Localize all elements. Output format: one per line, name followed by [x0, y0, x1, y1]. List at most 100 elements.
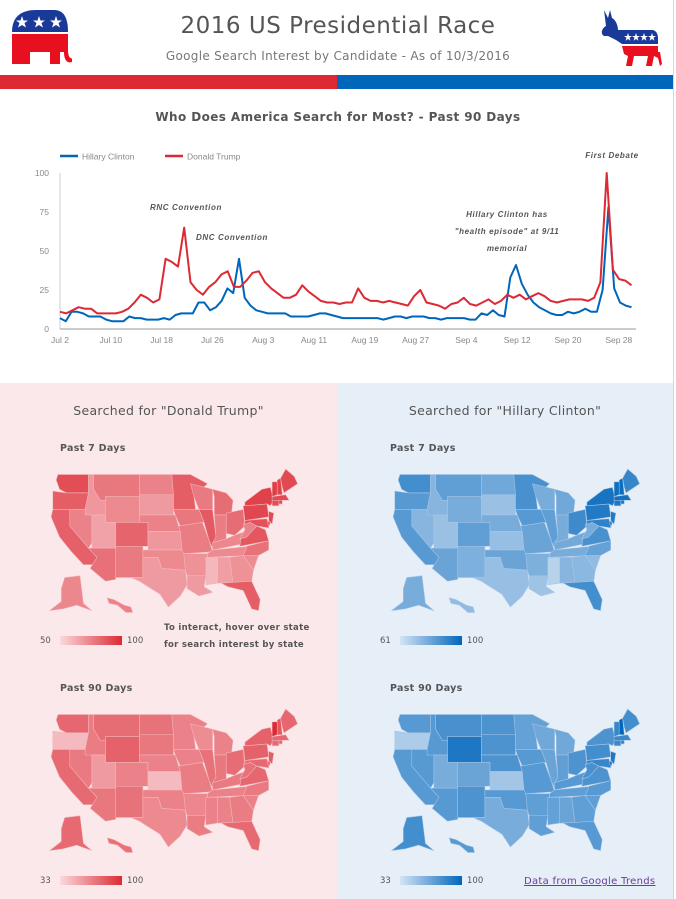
state-wa[interactable]	[397, 714, 431, 734]
state-ga[interactable]	[229, 555, 254, 584]
clinton-past7-map[interactable]	[382, 465, 642, 620]
state-ct[interactable]	[271, 500, 280, 507]
state-fl[interactable]	[220, 820, 261, 852]
state-md[interactable]	[586, 758, 612, 769]
google-trends-link[interactable]: Data from Google Trends	[524, 876, 656, 887]
state-nh[interactable]	[276, 477, 283, 496]
state-ny[interactable]	[586, 487, 617, 507]
state-nm[interactable]	[457, 546, 486, 578]
state-mo[interactable]	[520, 522, 555, 554]
state-ar[interactable]	[183, 553, 208, 576]
state-nm[interactable]	[115, 786, 144, 818]
state-nm[interactable]	[115, 546, 144, 578]
state-vt[interactable]	[271, 481, 278, 497]
state-mn[interactable]	[171, 714, 208, 750]
state-ak[interactable]	[49, 575, 93, 611]
state-tx[interactable]	[472, 797, 530, 848]
state-vt[interactable]	[271, 721, 278, 737]
state-or[interactable]	[394, 730, 431, 750]
state-nj[interactable]	[268, 750, 275, 765]
state-md[interactable]	[586, 518, 612, 529]
state-pa[interactable]	[584, 743, 611, 761]
state-ma[interactable]	[271, 734, 290, 741]
state-me[interactable]	[280, 708, 298, 734]
state-nd[interactable]	[139, 474, 174, 496]
state-oh[interactable]	[567, 509, 588, 536]
state-ak[interactable]	[49, 815, 93, 851]
state-nj[interactable]	[268, 510, 275, 525]
state-ri[interactable]	[278, 500, 283, 505]
state-ri[interactable]	[278, 740, 283, 745]
state-nj[interactable]	[610, 510, 617, 525]
trump-past7-map[interactable]	[40, 465, 300, 620]
state-ms[interactable]	[547, 797, 560, 826]
state-ar[interactable]	[183, 793, 208, 816]
state-tx[interactable]	[130, 557, 188, 608]
state-mi[interactable]	[212, 488, 234, 516]
state-ak[interactable]	[391, 815, 435, 851]
state-fl[interactable]	[562, 820, 603, 852]
state-mo[interactable]	[178, 522, 213, 554]
state-ga[interactable]	[571, 795, 596, 824]
state-ar[interactable]	[525, 793, 550, 816]
state-mo[interactable]	[520, 762, 555, 794]
state-nh[interactable]	[276, 717, 283, 736]
state-ga[interactable]	[571, 555, 596, 584]
state-co[interactable]	[115, 522, 149, 547]
state-mi[interactable]	[554, 488, 576, 516]
series-line-donald-trump[interactable]	[59, 172, 633, 315]
state-or[interactable]	[52, 730, 89, 750]
state-tx[interactable]	[472, 557, 530, 608]
state-md[interactable]	[244, 758, 270, 769]
state-ks[interactable]	[489, 531, 525, 551]
state-vt[interactable]	[613, 721, 620, 737]
state-ks[interactable]	[489, 771, 525, 791]
state-nh[interactable]	[618, 717, 625, 736]
state-ms[interactable]	[205, 557, 218, 586]
state-ks[interactable]	[147, 771, 183, 791]
state-mn[interactable]	[513, 714, 550, 750]
state-mn[interactable]	[171, 474, 208, 510]
state-me[interactable]	[622, 468, 640, 494]
state-wy[interactable]	[105, 496, 140, 523]
state-wy[interactable]	[447, 736, 482, 763]
state-fl[interactable]	[220, 580, 261, 612]
state-pa[interactable]	[584, 503, 611, 521]
state-vt[interactable]	[613, 481, 620, 497]
state-mo[interactable]	[178, 762, 213, 794]
state-fl[interactable]	[562, 580, 603, 612]
state-ms[interactable]	[205, 797, 218, 826]
state-wa[interactable]	[55, 714, 89, 734]
state-nh[interactable]	[618, 477, 625, 496]
state-sd[interactable]	[139, 734, 174, 756]
state-ri[interactable]	[620, 500, 625, 505]
clinton-past90-map[interactable]	[382, 705, 642, 860]
state-sd[interactable]	[481, 734, 516, 756]
state-nd[interactable]	[139, 714, 174, 736]
state-nm[interactable]	[457, 786, 486, 818]
state-hi[interactable]	[106, 837, 134, 853]
state-or[interactable]	[52, 490, 89, 510]
state-ks[interactable]	[147, 531, 183, 551]
state-ma[interactable]	[271, 494, 290, 501]
state-wa[interactable]	[397, 474, 431, 494]
state-mn[interactable]	[513, 474, 550, 510]
state-pa[interactable]	[242, 743, 269, 761]
state-mi[interactable]	[212, 728, 234, 756]
state-me[interactable]	[280, 468, 298, 494]
state-ma[interactable]	[613, 494, 632, 501]
state-me[interactable]	[622, 708, 640, 734]
state-ri[interactable]	[620, 740, 625, 745]
state-oh[interactable]	[225, 509, 246, 536]
state-co[interactable]	[457, 762, 491, 787]
state-nd[interactable]	[481, 714, 516, 736]
state-ny[interactable]	[244, 727, 275, 747]
state-nd[interactable]	[481, 474, 516, 496]
state-wy[interactable]	[447, 496, 482, 523]
state-sd[interactable]	[481, 494, 516, 516]
state-ma[interactable]	[613, 734, 632, 741]
state-ga[interactable]	[229, 795, 254, 824]
state-ny[interactable]	[244, 487, 275, 507]
state-nj[interactable]	[610, 750, 617, 765]
state-ct[interactable]	[613, 740, 622, 747]
